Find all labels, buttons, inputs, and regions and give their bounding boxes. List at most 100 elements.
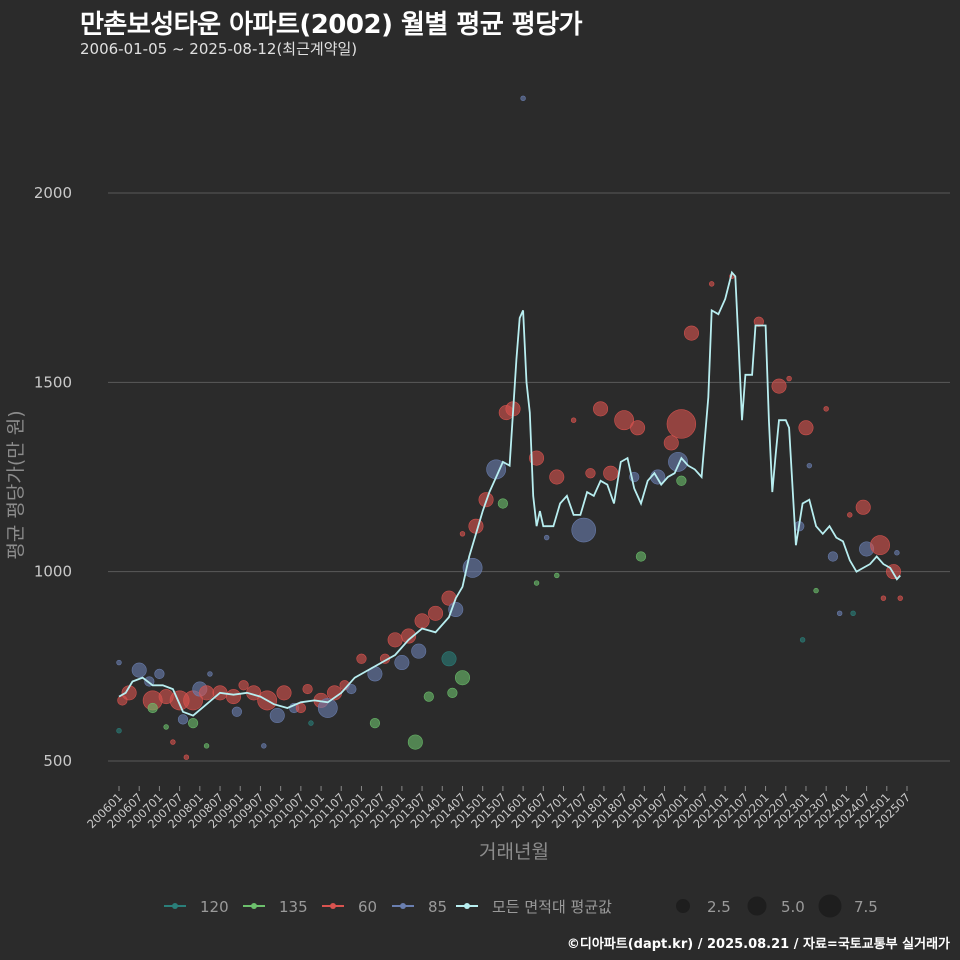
scatter-point-135: [813, 587, 819, 594]
size-legend-label: 7.5: [854, 898, 878, 916]
scatter-point-60: [170, 739, 176, 745]
scatter-point-85: [806, 462, 813, 469]
scatter-point-60: [798, 420, 814, 436]
scatter-point-60: [183, 754, 190, 760]
scatter-point-85: [116, 659, 122, 666]
legend-swatch-dot: [400, 903, 406, 909]
scatter-point-135: [423, 691, 434, 702]
scatter-point-60: [880, 595, 887, 601]
scatter-point-60: [683, 325, 699, 341]
scatter-point-135: [676, 475, 687, 486]
scatter-point-60: [847, 512, 853, 518]
scatter-point-85: [668, 451, 688, 472]
scatter-point-120: [116, 728, 122, 734]
chart-subtitle: 2006-01-05 ~ 2025-08-12(최근계약일): [80, 40, 358, 58]
scatter-point-85: [261, 743, 267, 749]
y-tick-label: 1000: [34, 563, 72, 581]
scatter-point-85: [894, 550, 900, 556]
scatter-point-60: [823, 406, 829, 412]
scatter-point-85: [154, 668, 165, 680]
legend-item: 85: [428, 898, 447, 916]
scatter-point-85: [317, 698, 338, 718]
scatter-point-85: [346, 683, 357, 695]
scatter-point-135: [369, 718, 381, 729]
legend-swatch-dot: [330, 903, 336, 909]
legend-swatch-dot: [464, 903, 470, 909]
scatter-point-135: [454, 670, 470, 686]
scatter-point-85: [571, 517, 597, 543]
y-tick-label: 1500: [34, 373, 72, 391]
scatter-points: [116, 95, 903, 760]
scatter-point-60: [870, 535, 890, 556]
legend: 120 135 60 85 모든 면적대 평균값 2.5 5.0 7.5: [164, 894, 878, 918]
legend-swatch-dot: [172, 903, 178, 909]
scatter-point-120: [308, 720, 314, 726]
scatter-point-85: [231, 706, 242, 717]
scatter-point-85: [394, 655, 410, 671]
scatter-point-60: [549, 469, 565, 485]
scatter-point-135: [554, 572, 560, 579]
scatter-point-60: [593, 401, 609, 417]
gridlines: [108, 192, 950, 762]
scatter-point-60: [459, 531, 466, 537]
scatter-point-135: [147, 702, 158, 714]
scatter-point-85: [836, 610, 843, 617]
scatter-point-85: [827, 551, 839, 562]
scatter-point-60: [897, 595, 903, 601]
scatter-point-60: [529, 450, 545, 466]
scatter-point-135: [533, 580, 540, 586]
scatter-point-60: [414, 613, 430, 629]
scatter-point-85: [269, 708, 285, 724]
scatter-point-60: [428, 605, 444, 621]
x-axis-ticks: 2006012006072007012007072008012008072009…: [84, 786, 913, 831]
chart-title: 만촌보성타운 아파트(2002) 월별 평균 평당가: [80, 10, 583, 40]
scatter-point-60: [663, 435, 679, 451]
scatter-point-135: [407, 734, 423, 750]
scatter-point-135: [497, 498, 508, 509]
size-legend-label: 5.0: [781, 898, 805, 916]
scatter-point-60: [614, 410, 635, 431]
size-legend-circle: [676, 899, 690, 913]
scatter-point-60: [225, 689, 241, 705]
scatter-point-60: [199, 685, 215, 701]
scatter-point-135: [187, 718, 199, 729]
source-credit: ©디아파트(dapt.kr) / 2025.08.21 / 자료=국토교통부 실…: [566, 937, 950, 952]
scatter-point-60: [238, 680, 249, 691]
scatter-point-135: [447, 687, 458, 698]
scatter-point-60: [855, 499, 871, 515]
size-legend-label: 2.5: [707, 898, 731, 916]
x-axis-label: 거래년월: [479, 841, 549, 863]
scatter-point-60: [570, 417, 577, 423]
scatter-point-85: [177, 714, 189, 725]
legend-item: 135: [279, 898, 308, 916]
legend-swatch-dot: [251, 903, 257, 909]
legend-item: 60: [358, 898, 377, 916]
scatter-point-60: [708, 281, 715, 287]
size-legend-circle: [747, 896, 767, 916]
scatter-point-60: [401, 628, 417, 644]
legend-item: 모든 면적대 평균값: [492, 898, 612, 916]
scatter-point-60: [302, 683, 313, 695]
scatter-point-60: [666, 409, 697, 439]
scatter-point-60: [387, 632, 403, 648]
scatter-point-60: [771, 378, 787, 394]
y-axis-label: 평균 평당가(만 원): [5, 410, 27, 559]
size-legend-circle: [818, 894, 842, 918]
scatter-point-135: [635, 551, 647, 562]
scatter-point-85: [131, 662, 147, 678]
scatter-point-135: [203, 743, 210, 749]
scatter-point-120: [850, 610, 856, 617]
y-tick-label: 2000: [34, 184, 72, 202]
scatter-point-60: [356, 653, 367, 664]
scatter-point-85: [207, 671, 213, 677]
scatter-point-60: [630, 420, 646, 436]
scatter-point-85: [543, 534, 550, 541]
legend-item: 120: [200, 898, 229, 916]
scatter-point-135: [163, 724, 169, 730]
scatter-point-85: [411, 643, 427, 659]
scatter-point-60: [603, 465, 619, 481]
scatter-point-85: [520, 95, 526, 102]
scatter-point-60: [585, 468, 596, 479]
scatter-point-60: [753, 316, 764, 327]
